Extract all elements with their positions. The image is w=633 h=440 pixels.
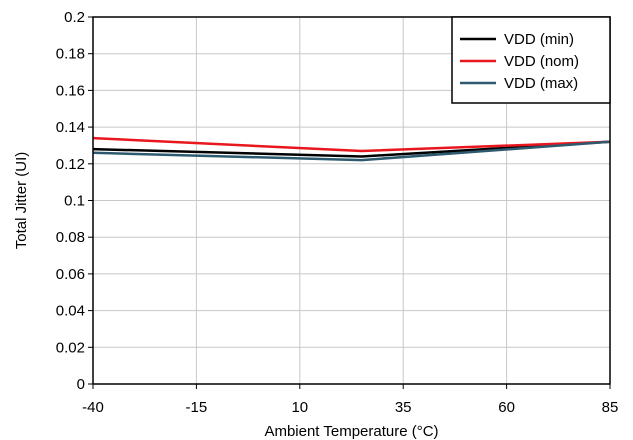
series-line-vdd-nom bbox=[92, 136, 611, 153]
x-tick-label: 85 bbox=[602, 399, 619, 416]
legend: VDD (min) VDD (nom) VDD (max) bbox=[451, 16, 611, 104]
x-tick-label: -15 bbox=[186, 399, 208, 416]
y-tick-label: 0.16 bbox=[56, 82, 85, 99]
x-tick-label: 35 bbox=[395, 399, 412, 416]
series-lines bbox=[92, 136, 611, 162]
legend-label: VDD (max) bbox=[504, 75, 578, 92]
series-line-vdd-max bbox=[92, 140, 611, 162]
x-tick-label: -40 bbox=[82, 399, 104, 416]
y-tick-label: 0.18 bbox=[56, 46, 85, 63]
x-tick-label: 10 bbox=[291, 399, 308, 416]
y-tick-label: 0.14 bbox=[56, 119, 85, 136]
y-tick-label: 0.12 bbox=[56, 156, 85, 173]
y-tick-label: 0.1 bbox=[64, 193, 85, 210]
y-tick-label: 0 bbox=[77, 376, 85, 393]
x-axis-label: Ambient Temperature (°C) bbox=[264, 423, 438, 440]
y-tick-label: 0.08 bbox=[56, 229, 85, 246]
y-tick-label: 0.02 bbox=[56, 339, 85, 356]
x-tick-labels: -40 -15 10 35 60 85 bbox=[82, 384, 618, 416]
y-tick-label: 0.06 bbox=[56, 266, 85, 283]
x-tick-label: 60 bbox=[498, 399, 515, 416]
y-axis-label: Total Jitter (UI) bbox=[13, 152, 30, 250]
legend-label: VDD (min) bbox=[504, 31, 574, 48]
y-tick-label: 0.2 bbox=[64, 9, 85, 26]
y-tick-labels: 0 0.02 0.04 0.06 0.08 0.1 0.12 0.14 0.16 0.18 0.2 bbox=[56, 9, 93, 393]
legend-label: VDD (nom) bbox=[504, 53, 579, 70]
y-tick-label: 0.04 bbox=[56, 303, 85, 320]
